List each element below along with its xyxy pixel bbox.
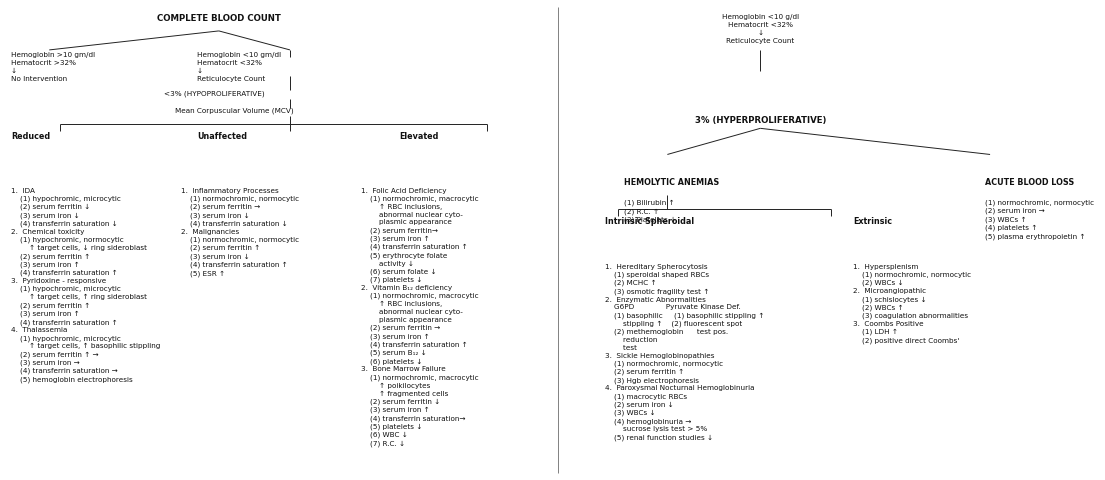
Text: Hemoglobin >10 gm/dl
Hematocrit >32%
↓
No Intervention: Hemoglobin >10 gm/dl Hematocrit >32% ↓ N… (11, 52, 95, 82)
Text: HEMOLYTIC ANEMIAS: HEMOLYTIC ANEMIAS (623, 178, 719, 187)
Text: Elevated: Elevated (399, 132, 439, 141)
Text: 1.  Folic Acid Deficiency
    (1) normochromic, macrocytic
        ↑ RBC inclusi: 1. Folic Acid Deficiency (1) normochromi… (361, 188, 478, 447)
Text: Intrinsic Spheroidal: Intrinsic Spheroidal (606, 217, 694, 226)
Text: ACUTE BLOOD LOSS: ACUTE BLOOD LOSS (985, 178, 1074, 187)
Text: 1.  Hypersplenism
    (1) normochromic, normocytic
    (2) WBCs ↓
2.  Microangio: 1. Hypersplenism (1) normochromic, normo… (853, 264, 971, 344)
Text: 1.  IDA
    (1) hypochromic, microcytic
    (2) serum ferritin ↓
    (3) serum i: 1. IDA (1) hypochromic, microcytic (2) s… (11, 188, 160, 383)
Text: Mean Corpuscular Volume (MCV): Mean Corpuscular Volume (MCV) (175, 108, 294, 114)
Text: 3% (HYPERPROLIFERATIVE): 3% (HYPERPROLIFERATIVE) (695, 117, 827, 125)
Text: Unaffected: Unaffected (197, 132, 246, 141)
Text: (1) normochromic, normocytic
(2) serum iron →
(3) WBCs ↑
(4) platelets ↑
(5) pla: (1) normochromic, normocytic (2) serum i… (985, 200, 1094, 240)
Text: Hemoglobin <10 g/dl
Hematocrit <32%
↓
Reticulocyte Count: Hemoglobin <10 g/dl Hematocrit <32% ↓ Re… (722, 14, 799, 44)
Text: <3% (HYPOPROLIFERATIVE): <3% (HYPOPROLIFERATIVE) (165, 90, 265, 97)
Text: COMPLETE BLOOD COUNT: COMPLETE BLOOD COUNT (157, 14, 281, 23)
Text: Extrinsic: Extrinsic (853, 217, 893, 226)
Text: (1) Bilirubin ↑
(2) R.C. ↑
(3) Platelets ↓: (1) Bilirubin ↑ (2) R.C. ↑ (3) Platelets… (623, 200, 676, 223)
Text: Hemoglobin <10 gm/dl
Hematocrit <32%
↓
Reticulocyte Count: Hemoglobin <10 gm/dl Hematocrit <32% ↓ R… (197, 52, 281, 82)
Text: 1.  Inflammatory Processes
    (1) normochromic, normocytic
    (2) serum ferrit: 1. Inflammatory Processes (1) normochrom… (180, 188, 298, 276)
Text: Reduced: Reduced (11, 132, 50, 141)
Text: 1.  Hereditary Spherocytosis
    (1) speroidal shaped RBCs
    (2) MCHC ↑
    (3: 1. Hereditary Spherocytosis (1) speroida… (606, 264, 765, 441)
